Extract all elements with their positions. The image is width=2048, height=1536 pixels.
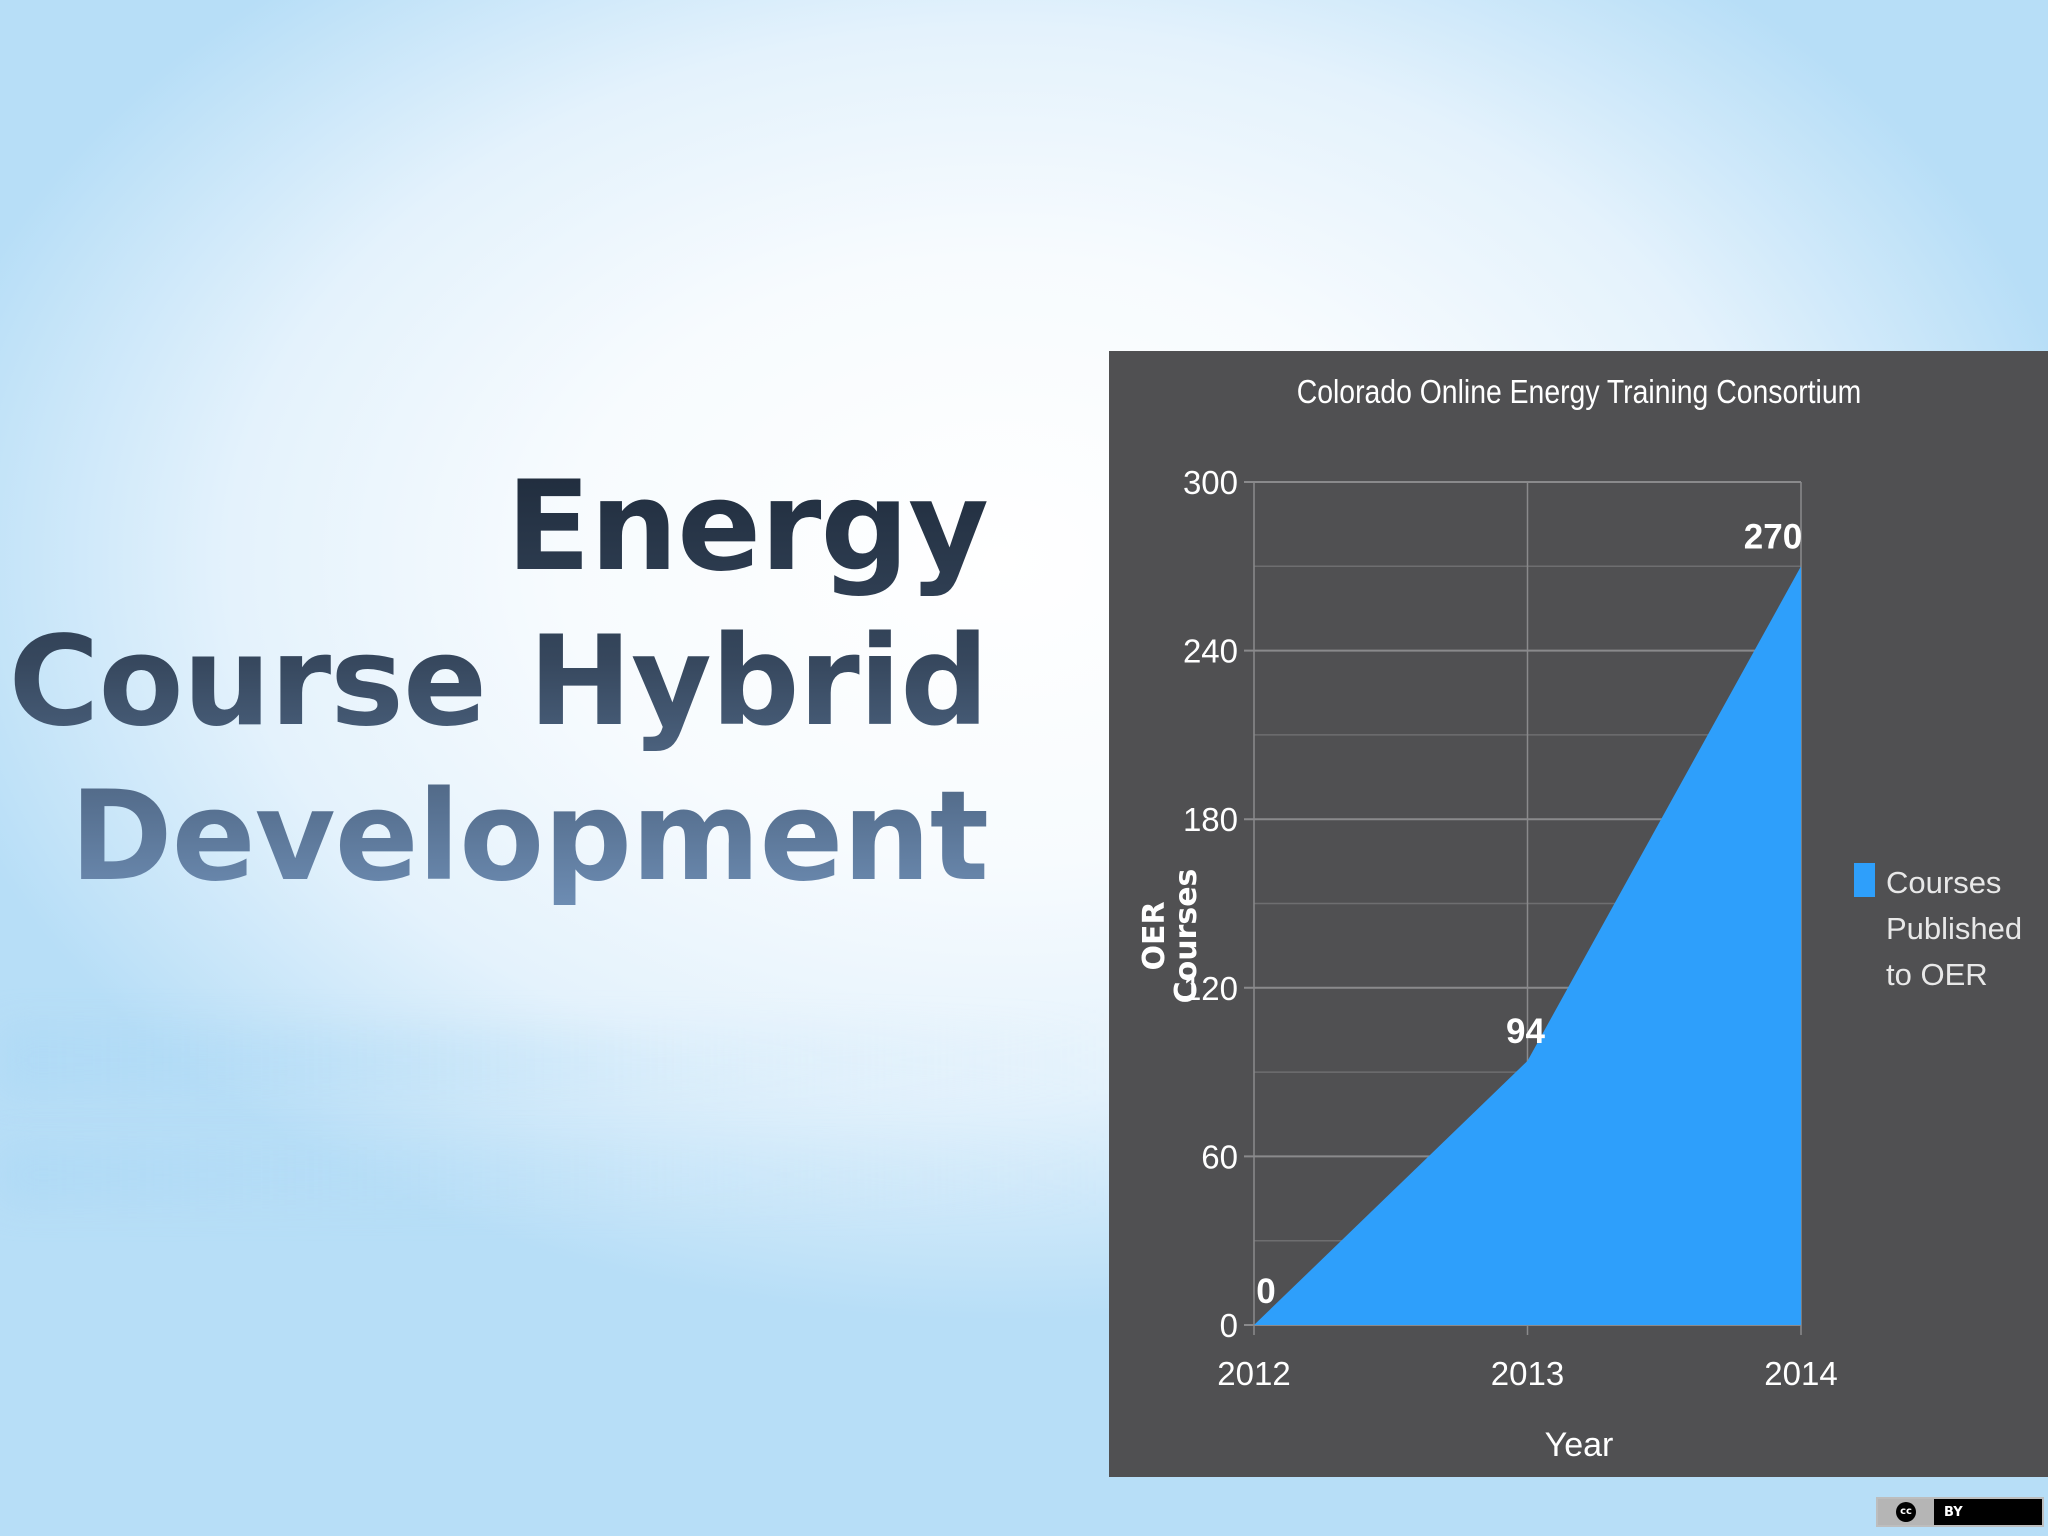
chart-title: Colorado Online Energy Training Consorti… bbox=[1297, 373, 1862, 411]
legend-swatch bbox=[1854, 863, 1875, 897]
data-label: 94 bbox=[1506, 1012, 1545, 1051]
y-tick-label: 60 bbox=[1201, 1138, 1238, 1175]
area-series-fill bbox=[1254, 566, 1801, 1325]
legend-label-line: Courses bbox=[1886, 865, 2001, 900]
y-tick-label: 120 bbox=[1183, 970, 1238, 1007]
y-axis-title-line: OER bbox=[1137, 901, 1172, 970]
cc-by-license-badge: cc BY bbox=[1876, 1497, 2044, 1527]
y-tick-label: 0 bbox=[1220, 1307, 1238, 1344]
y-tick-label: 180 bbox=[1183, 801, 1238, 838]
slide-title-line: Energy bbox=[506, 455, 988, 599]
slide-title-line: Course Hybrid bbox=[8, 610, 988, 754]
x-tick-label: 2014 bbox=[1764, 1355, 1837, 1392]
cc-circle-icon: cc bbox=[1896, 1502, 1916, 1522]
x-axis-title: Year bbox=[1545, 1426, 1614, 1464]
background-haze-band bbox=[0, 1030, 1120, 1090]
slide-title: Energy Course Hybrid Development bbox=[0, 450, 988, 915]
by-label: BY bbox=[1944, 1504, 1963, 1520]
y-tick-label: 240 bbox=[1183, 633, 1238, 670]
legend-label: Courses Published to OER bbox=[1886, 865, 2022, 992]
legend-label-line: Published bbox=[1886, 911, 2022, 946]
background-haze-band bbox=[0, 1150, 1120, 1200]
y-axis-title: OERCourses bbox=[1137, 869, 1204, 1004]
legend: Courses Published to OER bbox=[1854, 863, 2022, 992]
data-label: 0 bbox=[1256, 1272, 1275, 1311]
x-tick-label: 2013 bbox=[1491, 1355, 1564, 1392]
y-axis-title-line: Courses bbox=[1169, 869, 1204, 1004]
slide-title-line: Development bbox=[69, 765, 988, 909]
axis-layer: 0 60 120 180 240 300 2012 2013 2014 OERCourses bbox=[1137, 464, 1838, 1392]
cc-icon: cc bbox=[1878, 1499, 1934, 1525]
data-label: 270 bbox=[1744, 517, 1802, 556]
data-label-layer: 0 94 270 bbox=[1256, 517, 1802, 1311]
y-tick-label: 300 bbox=[1183, 464, 1238, 501]
x-tick-label: 2012 bbox=[1217, 1355, 1290, 1392]
series-layer bbox=[1254, 566, 1801, 1325]
legend-label-line: to OER bbox=[1886, 957, 1988, 992]
